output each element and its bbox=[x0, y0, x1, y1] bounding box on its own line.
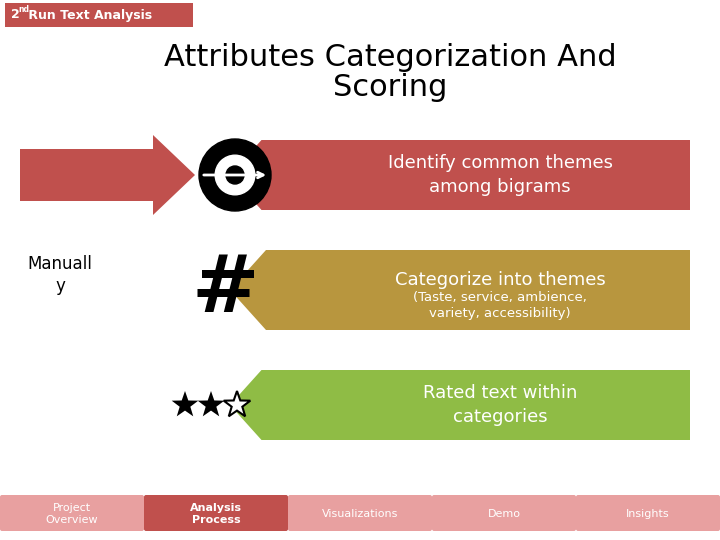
Polygon shape bbox=[224, 391, 251, 416]
FancyBboxPatch shape bbox=[432, 495, 576, 531]
Polygon shape bbox=[230, 370, 690, 440]
Circle shape bbox=[215, 155, 255, 195]
Text: Run Text Analysis: Run Text Analysis bbox=[24, 9, 152, 22]
Text: #: # bbox=[192, 251, 258, 329]
Text: Manuall
y: Manuall y bbox=[27, 255, 92, 295]
FancyBboxPatch shape bbox=[0, 495, 144, 531]
Polygon shape bbox=[230, 140, 690, 210]
FancyBboxPatch shape bbox=[576, 495, 720, 531]
Text: Rated text within
categories: Rated text within categories bbox=[423, 384, 577, 426]
Text: Project
Overview: Project Overview bbox=[45, 503, 99, 524]
FancyBboxPatch shape bbox=[144, 495, 288, 531]
Polygon shape bbox=[198, 391, 225, 416]
Text: Visualizations: Visualizations bbox=[322, 509, 398, 519]
Circle shape bbox=[226, 166, 244, 184]
Polygon shape bbox=[20, 135, 195, 215]
Text: Attributes Categorization And: Attributes Categorization And bbox=[163, 44, 616, 72]
Text: (Taste, service, ambience,
variety, accessibility): (Taste, service, ambience, variety, acce… bbox=[413, 292, 587, 321]
Circle shape bbox=[199, 139, 271, 211]
FancyBboxPatch shape bbox=[5, 3, 193, 27]
Text: Scoring: Scoring bbox=[333, 73, 447, 103]
FancyBboxPatch shape bbox=[288, 495, 432, 531]
Text: nd: nd bbox=[18, 5, 29, 15]
Text: Identify common themes
among bigrams: Identify common themes among bigrams bbox=[387, 154, 613, 196]
Text: Insights: Insights bbox=[626, 509, 670, 519]
Text: Categorize into themes: Categorize into themes bbox=[395, 271, 606, 289]
Text: Analysis
Process: Analysis Process bbox=[190, 503, 242, 524]
Polygon shape bbox=[230, 250, 690, 330]
Text: Demo: Demo bbox=[487, 509, 521, 519]
Polygon shape bbox=[171, 391, 198, 416]
Text: 2: 2 bbox=[11, 9, 19, 22]
